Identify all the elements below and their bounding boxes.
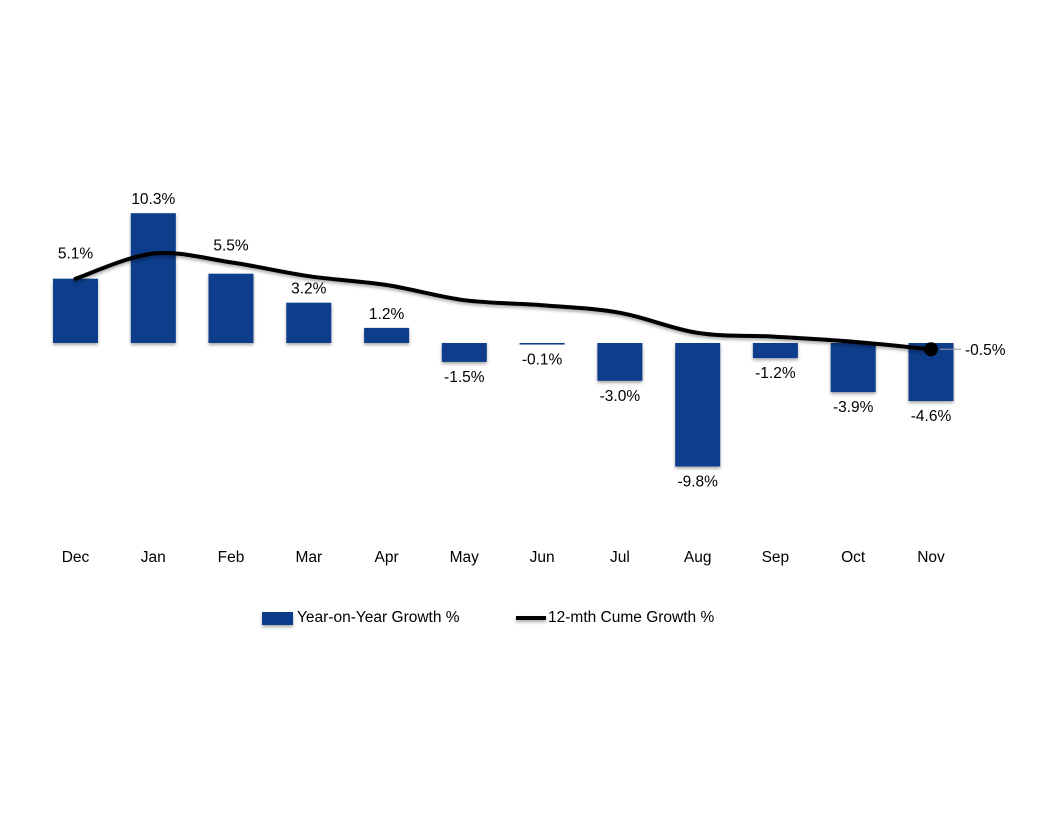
bar-mar <box>286 302 332 343</box>
legend-label-yoy-growth: Year-on-Year Growth % <box>297 609 460 626</box>
bars-layer <box>53 213 954 467</box>
x-axis-label-jan: Jan <box>141 549 166 566</box>
line-end-label: -0.5% <box>965 342 1006 359</box>
x-axis-label-may: May <box>450 549 480 566</box>
x-axis-label-sep: Sep <box>762 549 790 566</box>
bar-value-label-jun: -0.1% <box>522 351 563 368</box>
bar-oct <box>830 343 876 393</box>
bar-value-label-dec: 5.1% <box>58 246 94 263</box>
bar-jun <box>519 343 565 345</box>
labels-layer: -0.5% 5.1% 10.3% 5.5% 3.2% 1.2% -1.5% -0.1% -3.0… <box>58 191 1006 566</box>
bar-value-label-aug: -9.8% <box>677 474 718 491</box>
legend-line-swatch <box>516 616 546 620</box>
legend-label-cume-growth: 12-mth Cume Growth % <box>548 609 715 626</box>
bar-value-label-mar: 3.2% <box>291 281 327 298</box>
x-axis-label-oct: Oct <box>841 549 866 566</box>
bar-value-label-jan: 10.3% <box>131 191 175 208</box>
bar-may <box>441 343 487 362</box>
bar-value-label-jul: -3.0% <box>600 388 641 405</box>
bar-value-label-may: -1.5% <box>444 369 485 386</box>
bar-value-label-apr: 1.2% <box>369 306 405 323</box>
bar-value-label-nov: -4.6% <box>911 408 952 425</box>
x-axis-label-aug: Aug <box>684 549 712 566</box>
bar-jan <box>130 213 176 343</box>
bar-value-label-sep: -1.2% <box>755 365 796 382</box>
line-layer <box>73 250 961 357</box>
legend-item-yoy-growth: Year-on-Year Growth % <box>262 606 460 630</box>
x-axis-label-apr: Apr <box>375 549 399 566</box>
bar-dec <box>53 278 98 343</box>
legend-bar-swatch <box>262 611 293 625</box>
x-axis-label-jun: Jun <box>530 549 555 566</box>
x-axis-label-nov: Nov <box>917 549 945 566</box>
x-axis-label-mar: Mar <box>295 549 322 566</box>
bar-value-label-oct: -3.9% <box>833 399 874 416</box>
line-end-dot <box>924 342 938 357</box>
x-axis-label-dec: Dec <box>62 549 90 566</box>
x-axis-label-feb: Feb <box>218 549 245 566</box>
bar-apr <box>364 327 410 343</box>
bar-feb <box>208 273 254 343</box>
bar-sep <box>752 343 798 359</box>
legend-item-cume-growth: 12-mth Cume Growth % <box>516 606 714 630</box>
bar-value-label-feb: 5.5% <box>213 238 249 255</box>
bar-jul <box>597 343 643 381</box>
bar-aug <box>675 343 721 467</box>
cume-growth-line <box>73 250 933 352</box>
x-axis-label-jul: Jul <box>610 549 630 566</box>
